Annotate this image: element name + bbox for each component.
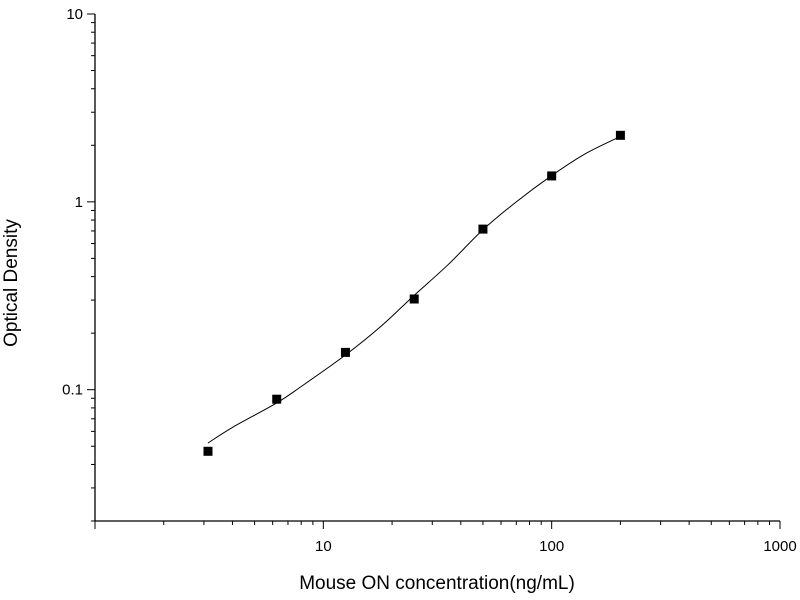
data-point [409,294,419,304]
data-point [340,347,350,357]
data-point [547,171,557,181]
x-tick-label: 100 [539,538,564,555]
ticks: 10 100 1000 0.1 1 10 [62,6,797,555]
y-tick-label: 10 [66,6,83,23]
y-tick-label: 1 [75,194,83,211]
data-point [478,224,488,234]
data-point [615,130,625,140]
y-axis-title: Optical Density [1,219,22,347]
fit-curve [207,135,621,444]
fit-curve-layer [207,135,621,444]
axes [94,14,780,522]
x-tick-label: 10 [315,538,332,555]
data-point [272,394,282,404]
data-points-layer [203,130,625,456]
x-axis-title: Mouse ON concentration(ng/mL) [299,573,575,594]
data-point [203,446,213,456]
y-tick-label: 0.1 [62,382,83,399]
x-tick-label: 1000 [763,538,796,555]
